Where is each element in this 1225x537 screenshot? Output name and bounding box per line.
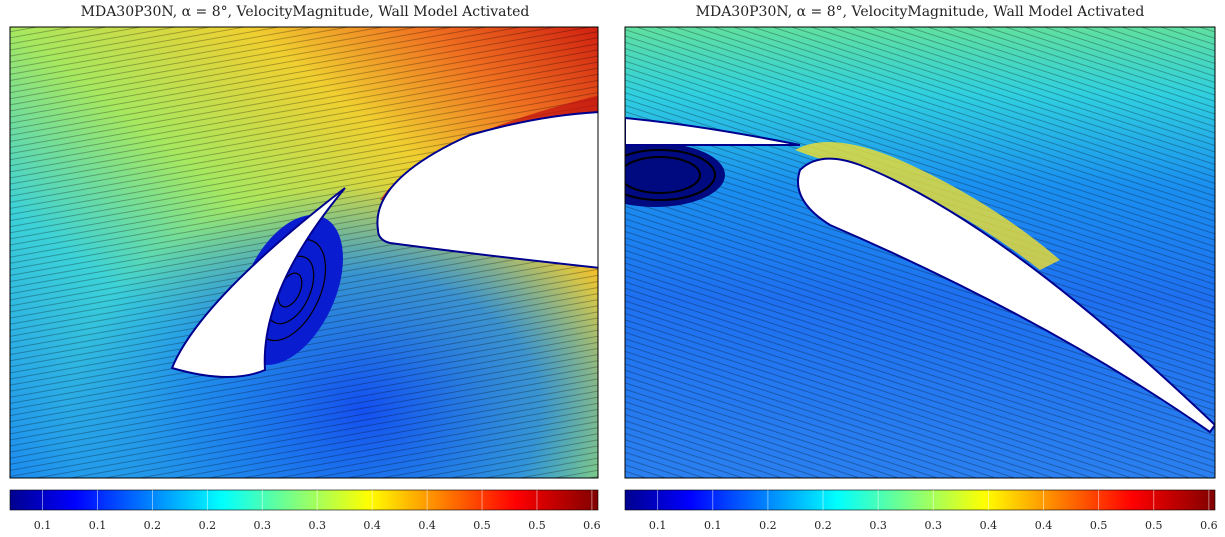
colorbar-tick-label: 0.2 [759, 519, 777, 532]
colorbar-tick-label: 0.1 [649, 519, 667, 532]
colorbar-tick-label: 0.2 [144, 519, 162, 532]
left-frame [9, 26, 599, 479]
colorbar-tick-label: 0.4 [980, 519, 998, 532]
colorbar [624, 489, 1216, 511]
colorbar-tick-label: 0.2 [814, 519, 832, 532]
colorbar-tick-label: 0.3 [869, 519, 887, 532]
colorbar-tick-label: 0.1 [89, 519, 107, 532]
colorbar-tick-label: 0.1 [34, 519, 52, 532]
chart-title: MDA30P30N, α = 8°, VelocityMagnitude, Wa… [81, 4, 530, 20]
colorbar-tick-label: 0.3 [254, 519, 272, 532]
colorbar-tick-label: 0.5 [1145, 519, 1163, 532]
left-field [10, 27, 598, 478]
colorbar-tick-label: 0.6 [583, 519, 601, 532]
right-field [625, 27, 1215, 478]
colorbar [9, 489, 599, 511]
colorbar-tick-label: 0.4 [1035, 519, 1053, 532]
colorbar-tick-label: 0.5 [1090, 519, 1108, 532]
colorbar-tick-label: 0.6 [1200, 519, 1218, 532]
chart-title: MDA30P30N, α = 8°, VelocityMagnitude, Wa… [696, 4, 1145, 20]
colorbar-tick-label: 0.5 [528, 519, 546, 532]
colorbar-tick-label: 0.4 [418, 519, 436, 532]
colorbar-tick-label: 0.3 [308, 519, 326, 532]
colorbar-tick-label: 0.5 [473, 519, 491, 532]
colorbar-tick-label: 0.2 [199, 519, 217, 532]
colorbar-tick-label: 0.3 [925, 519, 943, 532]
colorbar-tick-label: 0.4 [363, 519, 381, 532]
colorbar-tick-label: 0.1 [704, 519, 722, 532]
right-frame [624, 26, 1216, 479]
